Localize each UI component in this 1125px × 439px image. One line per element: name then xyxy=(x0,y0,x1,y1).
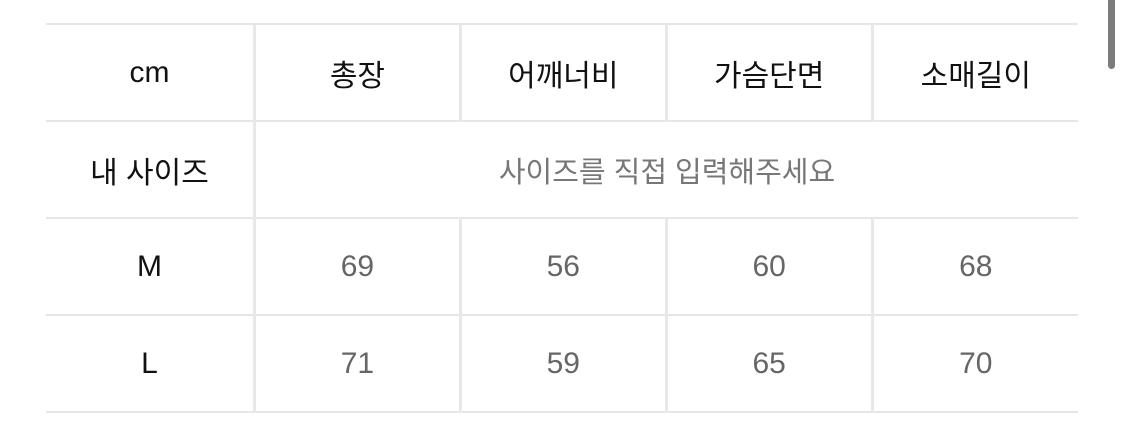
column-header-total-length: 총장 xyxy=(253,23,461,122)
cell-value: 65 xyxy=(664,314,873,413)
cell-value: 70 xyxy=(870,314,1078,413)
size-table: cm 총장 어깨너비 가슴단면 소매길이 내 사이즈 사이즈를 직접 입력해주세… xyxy=(46,23,1078,413)
column-header-sleeve-length: 소매길이 xyxy=(870,23,1078,122)
cell-value: 69 xyxy=(253,217,461,316)
cell-value: 60 xyxy=(664,217,873,316)
scrollbar[interactable] xyxy=(1108,0,1115,69)
cell-value: 59 xyxy=(458,314,667,413)
cell-value: 68 xyxy=(870,217,1078,316)
cell-value: 56 xyxy=(458,217,667,316)
column-header-chest-width: 가슴단면 xyxy=(664,23,873,122)
my-size-label: 내 사이즈 xyxy=(46,120,255,219)
my-size-input[interactable]: 사이즈를 직접 입력해주세요 xyxy=(253,120,1078,219)
table-row: M 69 56 60 68 xyxy=(46,217,1078,316)
column-header-shoulder-width: 어깨너비 xyxy=(458,23,667,122)
my-size-row: 내 사이즈 사이즈를 직접 입력해주세요 xyxy=(46,120,1078,219)
table-row: L 71 59 65 70 xyxy=(46,314,1078,413)
unit-label: cm xyxy=(46,23,255,122)
header-row: cm 총장 어깨너비 가슴단면 소매길이 xyxy=(46,23,1078,122)
size-label: M xyxy=(46,217,255,316)
size-label: L xyxy=(46,314,255,413)
cell-value: 71 xyxy=(253,314,461,413)
